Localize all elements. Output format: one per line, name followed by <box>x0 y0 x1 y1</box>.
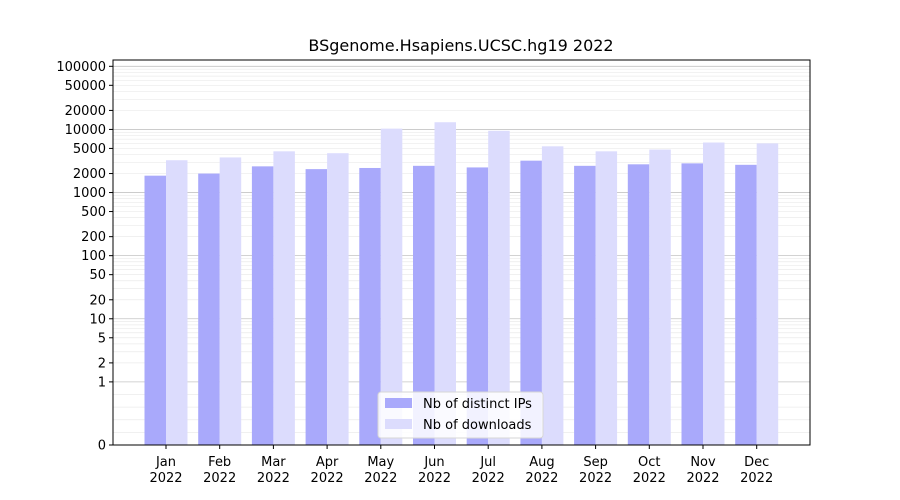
x-tick-label: Feb 2022 <box>203 455 236 486</box>
bar-downloads-oct <box>649 149 671 445</box>
bars <box>144 122 779 446</box>
bar-downloads-dec <box>756 143 779 445</box>
y-tick-label: 10 <box>89 312 106 327</box>
y-tick-label: 500 <box>81 205 106 220</box>
axes: 0 1 2 5 10 20 50 100 200 500 1000 2000 5000 10000 2000… <box>56 59 811 486</box>
bar-distinct-ips-jan <box>144 175 166 445</box>
bar-downloads-sep <box>595 151 618 445</box>
y-tick-label: 100000 <box>56 60 106 75</box>
legend-swatch <box>385 398 412 408</box>
x-tick-label: Jul 2022 <box>472 455 505 486</box>
x-tick-label: Oct 2022 <box>633 455 666 486</box>
legend: Nb of distinct IPs Nb of downloads <box>377 391 544 439</box>
y-tick-label: 50000 <box>65 79 106 94</box>
y-tick-label: 5000 <box>73 142 106 157</box>
bar-distinct-ips-mar <box>251 166 274 445</box>
y-tick-label: 20000 <box>65 104 106 119</box>
y-tick-label: 100 <box>81 249 106 264</box>
bar-distinct-ips-aug <box>520 160 542 445</box>
bar-downloads-aug <box>541 146 564 445</box>
bar-distinct-ips-jul <box>466 167 489 445</box>
y-tick-label: 5 <box>98 331 106 346</box>
x-tick-label: Sep 2022 <box>579 455 612 486</box>
bar-distinct-ips-may <box>359 167 381 445</box>
y-tick-label: 1 <box>98 375 106 390</box>
plot-frame <box>112 59 811 446</box>
bar-downloads-jun <box>434 122 456 445</box>
bar-distinct-ips-feb <box>198 173 220 445</box>
chart-title: BSgenome.Hsapiens.UCSC.hg19 2022 <box>308 36 613 55</box>
y-tick-label: 2 <box>98 356 106 371</box>
bar-distinct-ips-apr <box>305 169 328 445</box>
bar-downloads-nov <box>703 142 725 446</box>
bar-distinct-ips-sep <box>574 165 596 445</box>
bar-downloads-mar <box>273 151 295 445</box>
bar-downloads-jul <box>488 130 510 445</box>
x-tick-label: Aug 2022 <box>525 455 558 486</box>
y-tick-label: 200 <box>81 230 106 245</box>
y-tick-label: 0 <box>98 439 106 454</box>
legend-box <box>377 391 544 439</box>
legend-swatch <box>385 419 412 429</box>
bar-downloads-feb <box>219 157 242 445</box>
y-tick-label: 2000 <box>73 167 106 182</box>
y-tick-label: 1000 <box>73 186 106 201</box>
y-tick-label: 10000 <box>65 123 106 138</box>
legend-label: Nb of downloads <box>423 418 532 433</box>
y-tick-label: 20 <box>89 293 106 308</box>
bar-distinct-ips-jun <box>413 165 435 445</box>
legend-label: Nb of distinct IPs <box>423 397 532 412</box>
bar-distinct-ips-nov <box>681 163 703 445</box>
x-tick-label: Jan 2022 <box>149 455 182 486</box>
bar-downloads-apr <box>327 153 349 445</box>
y-tick-label: 50 <box>89 268 106 283</box>
bar-downloads-may <box>380 128 403 445</box>
x-tick-label: Nov 2022 <box>686 455 719 486</box>
bar-distinct-ips-dec <box>735 164 757 445</box>
x-tick-label: Mar 2022 <box>257 455 290 486</box>
bar-distinct-ips-oct <box>627 164 650 445</box>
x-tick-label: May 2022 <box>364 455 397 486</box>
bar-downloads-jan <box>166 160 188 446</box>
x-tick-label: Apr 2022 <box>311 455 344 486</box>
x-tick-label: Dec 2022 <box>740 455 773 486</box>
x-tick-label: Jun 2022 <box>418 455 451 486</box>
